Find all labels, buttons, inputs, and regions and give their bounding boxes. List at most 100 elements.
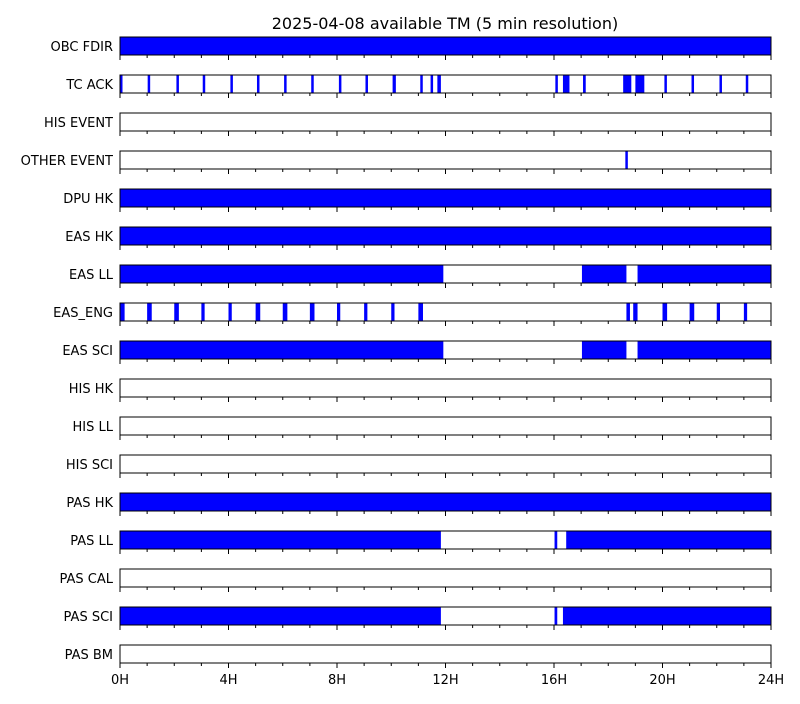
row-frame xyxy=(119,74,772,94)
availability-segment xyxy=(174,303,179,321)
availability-segment xyxy=(554,531,558,549)
row-his-sci: HIS SCI xyxy=(66,454,772,478)
availability-segment xyxy=(284,75,287,93)
availability-segment xyxy=(581,265,627,283)
row-label: EAS_ENG xyxy=(53,306,113,321)
row-eas-sci: EAS SCI xyxy=(62,340,772,364)
availability-segment xyxy=(256,75,260,93)
availability-segment xyxy=(664,75,667,93)
row-tc-ack: TC ACK xyxy=(65,74,772,98)
availability-segment xyxy=(201,303,205,321)
row-frame xyxy=(119,454,772,474)
availability-segment xyxy=(120,265,444,283)
row-eas-ll: EAS LL xyxy=(69,264,772,288)
availability-segment xyxy=(120,607,441,625)
availability-segment xyxy=(745,75,749,93)
availability-segment xyxy=(120,303,125,321)
availability-segment xyxy=(562,607,771,625)
row-label: EAS SCI xyxy=(62,344,113,359)
row-eas-eng: EAS_ENG xyxy=(53,302,772,326)
availability-segment xyxy=(337,303,341,321)
availability-segment xyxy=(633,303,638,321)
row-label: HIS HK xyxy=(69,382,114,397)
availability-segment xyxy=(691,75,695,93)
x-tick-label: 16H xyxy=(541,673,567,688)
availability-segment xyxy=(430,75,434,93)
availability-segment xyxy=(635,75,645,93)
x-tick-label: 20H xyxy=(649,673,675,688)
availability-segment xyxy=(662,303,668,321)
availability-segment xyxy=(255,303,261,321)
availability-segment xyxy=(743,303,748,321)
row-eas-hk: EAS HK xyxy=(65,226,772,250)
availability-segment xyxy=(418,303,423,321)
row-label: OTHER EVENT xyxy=(21,154,113,169)
row-pas-ll: PAS LL xyxy=(70,530,772,554)
availability-segment xyxy=(581,341,627,359)
availability-segment xyxy=(228,303,232,321)
row-frame xyxy=(119,378,772,398)
availability-segment xyxy=(202,75,206,93)
availability-segment xyxy=(554,607,558,625)
availability-segment xyxy=(566,531,771,549)
row-label: PAS LL xyxy=(70,534,114,549)
row-frame xyxy=(119,644,772,664)
availability-segment xyxy=(311,75,314,93)
availability-segment xyxy=(420,75,423,93)
row-label: HIS EVENT xyxy=(44,116,113,131)
row-label: PAS BM xyxy=(65,648,113,663)
availability-segment xyxy=(689,303,695,321)
availability-segment xyxy=(230,75,233,93)
row-pas-cal: PAS CAL xyxy=(60,568,772,592)
availability-segment xyxy=(120,493,771,511)
row-label: PAS CAL xyxy=(60,572,114,587)
availability-segment xyxy=(120,37,771,55)
availability-segment xyxy=(637,341,771,359)
availability-segment xyxy=(147,75,151,93)
row-frame xyxy=(119,150,772,170)
availability-segment xyxy=(309,303,315,321)
row-his-ll: HIS LL xyxy=(73,416,772,440)
x-tick-label: 24H xyxy=(758,673,784,688)
row-pas-hk: PAS HK xyxy=(66,492,772,516)
x-tick-label: 4H xyxy=(219,673,237,688)
row-frame xyxy=(119,568,772,588)
availability-segment xyxy=(364,303,368,321)
row-label: EAS HK xyxy=(65,230,113,245)
availability-segment xyxy=(625,151,628,169)
row-label: EAS LL xyxy=(69,268,114,283)
row-label: TC ACK xyxy=(65,78,113,93)
availability-segment xyxy=(626,303,630,321)
row-label: PAS HK xyxy=(66,496,113,511)
row-his-hk: HIS HK xyxy=(69,378,772,402)
availability-segment xyxy=(555,75,558,93)
availability-segment xyxy=(120,189,771,207)
availability-segment xyxy=(282,303,288,321)
row-frame xyxy=(119,302,772,322)
row-label: DPU HK xyxy=(63,192,113,207)
row-his-event: HIS EVENT xyxy=(44,112,772,136)
row-label: OBC FDIR xyxy=(51,40,114,55)
availability-segment xyxy=(637,265,771,283)
availability-segment xyxy=(120,227,771,245)
row-label: HIS LL xyxy=(73,420,114,435)
availability-segment xyxy=(338,75,342,93)
chart-title: 2025-04-08 available TM (5 min resolutio… xyxy=(272,14,618,33)
row-other-event: OTHER EVENT xyxy=(21,150,772,174)
availability-segment xyxy=(120,531,441,549)
row-label: PAS SCI xyxy=(64,610,113,625)
row-pas-bm: PAS BM xyxy=(65,644,772,668)
x-tick-label: 8H xyxy=(328,673,346,688)
availability-segment xyxy=(583,75,586,93)
row-frame xyxy=(119,112,772,132)
availability-segment xyxy=(176,75,179,93)
availability-segment xyxy=(437,75,441,93)
availability-segment xyxy=(716,303,721,321)
availability-segment xyxy=(392,75,396,93)
availability-segment xyxy=(147,303,152,321)
availability-segment xyxy=(391,303,395,321)
x-tick-label: 12H xyxy=(432,673,458,688)
x-tick-label: 0H xyxy=(111,673,129,688)
